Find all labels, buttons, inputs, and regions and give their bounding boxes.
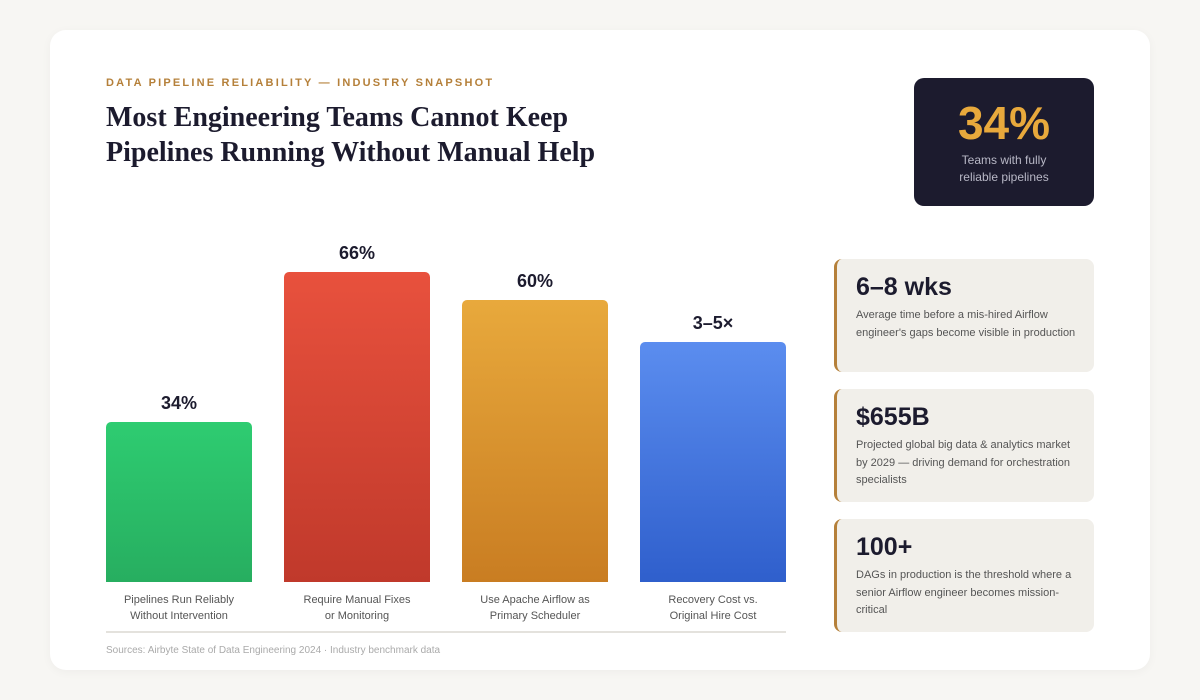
callout-label: Teams with fully reliable pipelines: [959, 153, 1049, 184]
stat-description: Projected global big data & analytics ma…: [856, 439, 1071, 486]
stat-card: $655B Projected global big data & analyt…: [834, 389, 1094, 502]
value-label: 66%: [338, 242, 376, 263]
value-label: 60%: [516, 271, 554, 291]
stat-value: 100+: [856, 533, 913, 561]
source: Sources: Airbyte State of Data Engineeri…: [106, 645, 441, 656]
bar-decor: [640, 342, 786, 582]
category-label: Pipelines Run Reliably Without Intervent…: [123, 594, 235, 622]
stat-description: Average time before a mis-hired Airflow …: [856, 309, 1076, 339]
category-label: Recovery Cost vs. Original Hire Cost: [668, 594, 758, 622]
bar-chart: 34% Pipelines Run Reliably Without Interv…: [106, 230, 786, 624]
callout: 34% Teams with fully reliable pipelines: [914, 78, 1094, 206]
title: Most Engineering Teams Cannot Keep Pipel…: [106, 102, 596, 168]
stat-value: 6–8 wks: [856, 273, 952, 301]
callout-value: 34%: [957, 97, 1051, 149]
bar: [462, 300, 608, 582]
category-label: Use Apache Airflow as Primary Scheduler: [480, 594, 590, 622]
category-label: Require Manual Fixes or Monitoring: [303, 594, 411, 622]
eyebrow: DATA PIPELINE RELIABILITY — INDUSTRY SNA…: [106, 77, 495, 89]
bar: [106, 422, 252, 582]
baseline: [106, 631, 786, 633]
bar: [284, 271, 430, 582]
stat-card: 6–8 wks Average time before a mis-hired …: [834, 259, 1094, 372]
bar-column: 60% Use Apache Airflow as Primary Schedul…: [462, 271, 608, 624]
stat-value: $655B: [856, 403, 930, 431]
value-label: 3–5×: [692, 313, 734, 333]
value-label: 34%: [160, 393, 198, 414]
bar-column: 66% Require Manual Fixes or Monitoring: [284, 243, 430, 624]
bar-column: 34% Pipelines Run Reliably Without Interv…: [106, 393, 252, 624]
bar-column: 3–5× Recovery Cost vs. Original Hire Cost: [640, 313, 786, 624]
stat-description: DAGs in production is the threshold wher…: [856, 569, 1072, 616]
stat-card: 100+ DAGs in production is the threshold…: [834, 519, 1094, 632]
